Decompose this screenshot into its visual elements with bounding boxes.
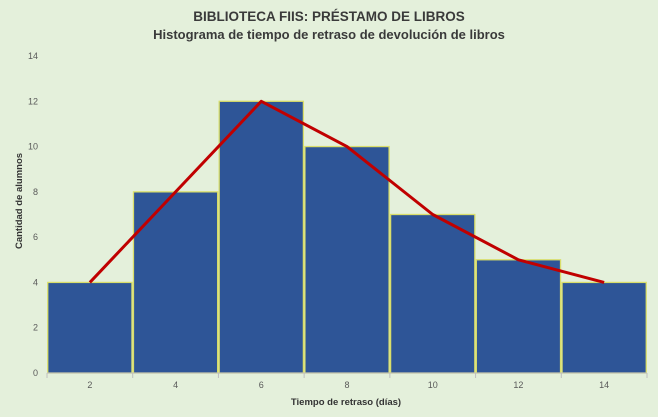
- x-tick-label: 4: [173, 380, 178, 390]
- y-tick-label: 10: [28, 142, 38, 152]
- y-tick-label: 12: [28, 96, 38, 106]
- y-tick-label: 8: [33, 187, 38, 197]
- y-tick-label: 2: [33, 323, 38, 333]
- bar-8: [304, 145, 390, 374]
- x-tick-label: 2: [87, 380, 92, 390]
- bar-10: [389, 213, 476, 374]
- chart-subtitle: Histograma de tiempo de retraso de devol…: [153, 27, 505, 42]
- y-tick-label: 4: [33, 277, 38, 287]
- bar-2: [47, 281, 133, 374]
- y-axis-ticks: 0 2 4 6 8 10 12 14: [28, 51, 38, 378]
- y-tick-label: 0: [33, 368, 38, 378]
- bar-12: [475, 259, 562, 374]
- y-tick-label: 6: [33, 232, 38, 242]
- bar-14: [561, 281, 647, 374]
- x-tick-label: 14: [599, 380, 609, 390]
- x-axis-label: Tiempo de retraso (días): [291, 397, 401, 408]
- chart-title: BIBLIOTECA FIIS: PRÉSTAMO DE LIBROS: [193, 9, 465, 24]
- x-axis-ticks: 2 4 6 8 10 12 14: [46, 373, 648, 390]
- x-tick-label: 12: [513, 380, 523, 390]
- x-tick-label: 6: [259, 380, 264, 390]
- bar-6: [218, 100, 305, 374]
- y-axis-label: Cantidad de alumnos: [14, 153, 25, 249]
- y-tick-label: 14: [28, 51, 38, 61]
- bar-4: [132, 191, 219, 374]
- x-tick-label: 10: [428, 380, 438, 390]
- x-tick-label: 8: [344, 380, 349, 390]
- frequency-polygon-line: [88, 99, 605, 284]
